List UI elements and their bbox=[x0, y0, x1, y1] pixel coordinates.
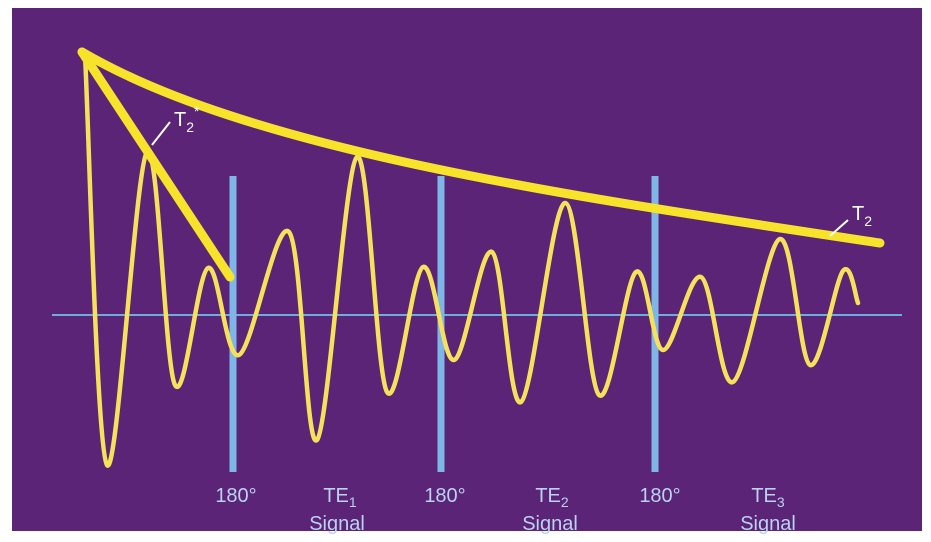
pulse-2-label: 180° bbox=[424, 485, 465, 507]
t2-label: T2 bbox=[852, 203, 872, 229]
t2-star-decay-line bbox=[77, 47, 235, 282]
echo-signal-waveform bbox=[82, 52, 861, 468]
te1-label: TE1 bbox=[323, 485, 357, 510]
t2-decay-envelope bbox=[77, 47, 885, 248]
t2-leader bbox=[829, 219, 849, 237]
signal-3-label: Signal bbox=[740, 513, 796, 535]
signal-2-label: Signal bbox=[522, 513, 578, 535]
signal-1-label: Signal bbox=[309, 513, 365, 535]
te2-label: TE2 bbox=[535, 485, 569, 510]
pulse-1-label: 180° bbox=[215, 485, 256, 507]
te3-label: TE3 bbox=[751, 485, 785, 510]
t2-star-leader bbox=[151, 121, 171, 146]
pulse-3-label: 180° bbox=[639, 485, 680, 507]
t2-star-label: T2* bbox=[174, 103, 200, 135]
